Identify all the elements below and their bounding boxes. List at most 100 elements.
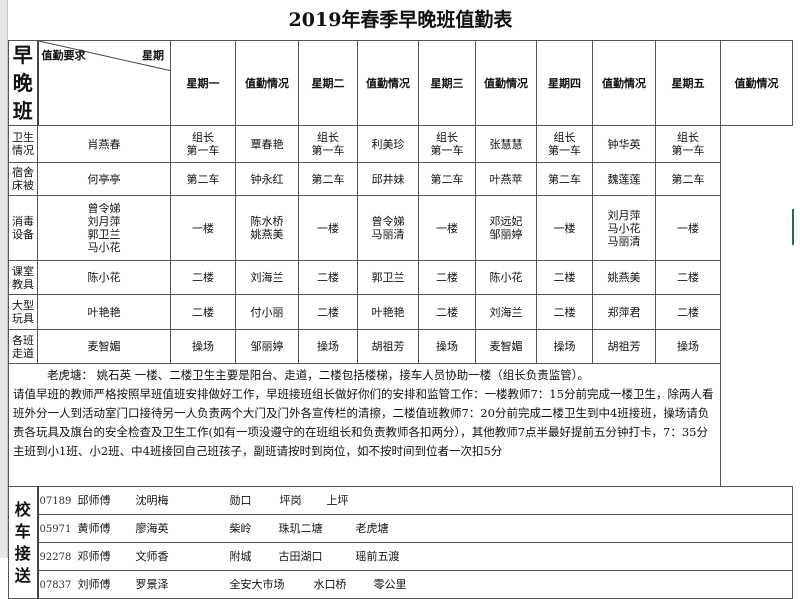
notes-cell[interactable]: 老虎塘： 姚石英 一楼、二楼卫生主要是阳台、走道，二楼包括楼梯，接车人员协助一楼…	[8, 363, 721, 487]
spreadsheet: 2019年春季早晚班值勤表 早晚班 值勤要求 星期 星期一 值勤情况 星期二 值勤情况…	[8, 0, 793, 599]
teacher-cell[interactable]: 郑萍君	[592, 294, 656, 330]
teacher-cell[interactable]: 麦智媚	[37, 329, 171, 364]
duty-location-cell[interactable]: 操场	[536, 329, 593, 364]
column-header[interactable]: 值勤情况	[592, 40, 656, 126]
duty-location-cell[interactable]: 二楼	[170, 260, 236, 295]
bus-row: 07837 刘师傅 罗景泽 全安大市场 水口桥 零公里	[9, 570, 793, 599]
sheet-title[interactable]: 2019年春季早晚班值勤表	[8, 0, 793, 41]
duty-location-cell[interactable]: 第二车	[536, 162, 593, 196]
column-header[interactable]: 星期一	[170, 40, 236, 126]
teacher-cell[interactable]: 钟华英	[592, 125, 656, 163]
duty-location-cell[interactable]: 组长 第一车	[418, 125, 476, 163]
duty-location-cell[interactable]: 一楼	[655, 195, 721, 261]
teacher-cell[interactable]: 陈小花	[475, 260, 537, 295]
duty-location-cell[interactable]: 二楼	[170, 294, 236, 330]
teacher-cell[interactable]: 肖燕春	[37, 125, 171, 163]
duty-table: 2019年春季早晚班值勤表 早晚班 值勤要求 星期 星期一 值勤情况 星期二 值勤情况…	[8, 0, 793, 599]
teacher-cell[interactable]: 何亭亭	[37, 162, 171, 196]
teacher-cell[interactable]: 利美珍	[357, 125, 419, 163]
teacher-cell[interactable]: 魏莲莲	[592, 162, 656, 196]
diagonal-line	[38, 41, 170, 71]
duty-location-cell[interactable]: 操场	[298, 329, 358, 364]
bus-stop: 水口桥	[313, 577, 347, 591]
teacher-cell[interactable]: 叶艳艳	[37, 294, 171, 330]
teacher-cell[interactable]: 邱井妹	[357, 162, 419, 196]
bus-route-cell[interactable]: 92278 邓师傅 文师香 附城 古田湖口 瑶前五渡	[37, 542, 793, 571]
column-header[interactable]: 值勤情况	[475, 40, 537, 126]
bus-route-cell[interactable]: 07837 刘师傅 罗景泽 全安大市场 水口桥 零公里	[37, 570, 793, 599]
teacher-cell[interactable]: 邓远妃 邹丽婷	[475, 195, 537, 261]
column-header[interactable]: 星期二	[298, 40, 358, 126]
column-header[interactable]: 值勤情况	[357, 40, 419, 126]
duty-location-cell[interactable]: 组长 第一车	[655, 125, 721, 163]
duty-location-cell[interactable]: 第二车	[298, 162, 358, 196]
teacher-cell[interactable]: 胡祖芳	[357, 329, 419, 364]
teacher-cell[interactable]: 邹丽婷	[235, 329, 299, 364]
duty-location-cell[interactable]: 二楼	[655, 294, 721, 330]
row-label[interactable]: 消毒设备	[8, 195, 38, 261]
section-label-school-bus[interactable]: 校车接送	[8, 486, 39, 599]
diag-left-label: 值勤要求	[41, 49, 86, 62]
row-label[interactable]: 大型玩具	[8, 294, 38, 330]
duty-location-cell[interactable]: 一楼	[536, 195, 593, 261]
teacher-cell[interactable]: 姚燕美	[592, 260, 656, 295]
teacher-cell[interactable]: 钟永红	[235, 162, 299, 196]
selected-cell-border	[792, 209, 800, 245]
duty-location-cell[interactable]: 第二车	[418, 162, 476, 196]
teacher-cell[interactable]: 张慧慧	[475, 125, 537, 163]
duty-location-cell[interactable]: 组长 第一车	[298, 125, 358, 163]
duty-location-cell[interactable]: 二楼	[536, 294, 593, 330]
teacher-cell[interactable]: 叶艳艳	[357, 294, 419, 330]
duty-location-cell[interactable]: 第二车	[170, 162, 236, 196]
teacher-cell[interactable]: 陈小花	[37, 260, 171, 295]
duty-location-cell[interactable]: 二楼	[418, 260, 476, 295]
row-label[interactable]: 各班走道	[8, 329, 38, 364]
duty-location-cell[interactable]: 操场	[170, 329, 236, 364]
teacher-cell[interactable]: 郭卫兰	[357, 260, 419, 295]
duty-location-cell[interactable]: 组长 第一车	[536, 125, 593, 163]
duty-location-cell[interactable]: 一楼	[418, 195, 476, 261]
duty-location-cell[interactable]: 二楼	[418, 294, 476, 330]
column-header[interactable]: 星期五	[655, 40, 721, 126]
duty-location-cell[interactable]: 二楼	[298, 260, 358, 295]
teacher-cell[interactable]: 付小丽	[235, 294, 299, 330]
bus-row: 校车接送 07189 邱师傅 沈明梅 勋口 坪岗 上坪	[8, 486, 793, 599]
column-header[interactable]: 值勤情况	[235, 40, 299, 126]
duty-location-cell[interactable]: 组长 第一车	[170, 125, 236, 163]
bus-route-cell[interactable]: 07189 邱师傅 沈明梅 勋口 坪岗 上坪	[37, 486, 793, 515]
section-label-early-late[interactable]: 早晚班	[8, 40, 39, 126]
bus-route-cell[interactable]: 05971 黄师傅 廖海英 柴岭 珠玑二塘 老虎塘	[37, 514, 793, 543]
duty-location-cell[interactable]: 操场	[418, 329, 476, 364]
duty-location-cell[interactable]: 一楼	[298, 195, 358, 261]
row-label[interactable]: 卫生情况	[8, 125, 38, 163]
duty-location-cell[interactable]: 第二车	[655, 162, 721, 196]
bus-teacher: 廖海英	[135, 521, 169, 535]
teacher-cell[interactable]: 刘海兰	[235, 260, 299, 295]
bus-driver: 黄师傅	[77, 521, 111, 535]
duty-location-cell[interactable]: 二楼	[536, 260, 593, 295]
teacher-cell[interactable]: 刘海兰	[475, 294, 537, 330]
bus-stop: 老虎塘	[355, 521, 389, 535]
bus-plate: 92278	[39, 551, 72, 563]
teacher-cell[interactable]: 胡祖芳	[592, 329, 656, 364]
row-label[interactable]: 课室教具	[8, 260, 38, 295]
diagonal-header-cell[interactable]: 值勤要求 星期	[37, 40, 171, 126]
teacher-cell[interactable]: 刘月萍 马小花 马丽清	[592, 195, 656, 261]
teacher-cell[interactable]: 曾令娣 刘月萍 郭卫兰 马小花	[37, 195, 171, 261]
teacher-cell[interactable]: 麦智媚	[475, 329, 537, 364]
teacher-cell[interactable]: 陈水桥 姚燕美	[235, 195, 299, 261]
column-header[interactable]: 值勤情况	[720, 40, 793, 126]
duty-location-cell[interactable]: 二楼	[655, 260, 721, 295]
row-header-strip	[0, 0, 8, 558]
duty-location-cell[interactable]: 二楼	[298, 294, 358, 330]
column-header[interactable]: 星期三	[418, 40, 476, 126]
duty-location-cell[interactable]: 操场	[655, 329, 721, 364]
column-header[interactable]: 星期四	[536, 40, 593, 126]
teacher-cell[interactable]: 曾令娣 马丽清	[357, 195, 419, 261]
bus-driver: 邓师傅	[77, 549, 111, 563]
row-label[interactable]: 宿舍床被	[8, 162, 38, 196]
duty-location-cell[interactable]: 一楼	[170, 195, 236, 261]
teacher-cell[interactable]: 覃春艳	[235, 125, 299, 163]
teacher-cell[interactable]: 叶燕苹	[475, 162, 537, 196]
bus-teacher: 文师香	[135, 549, 169, 563]
